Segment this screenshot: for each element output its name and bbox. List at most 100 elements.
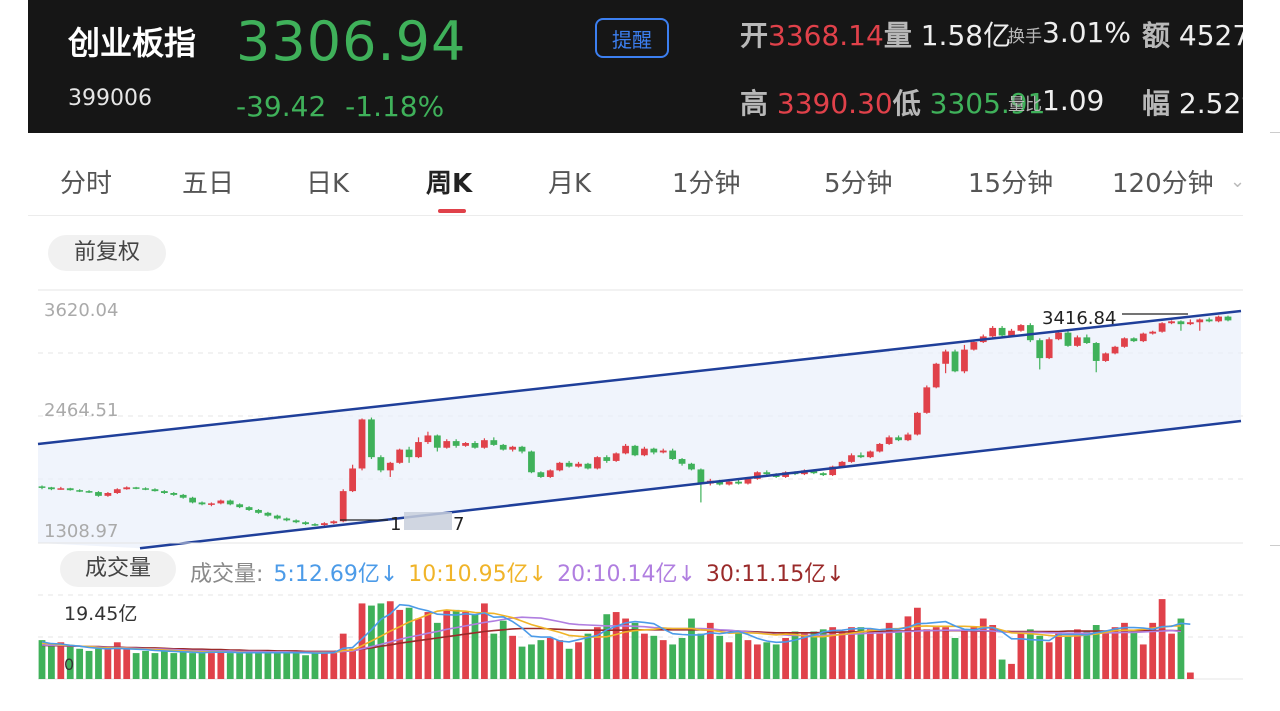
right-margin — [1243, 0, 1280, 711]
candle-body — [518, 446, 526, 452]
tab-1min[interactable]: 1分钟 — [672, 169, 741, 199]
volume-bar — [575, 642, 582, 679]
candle-body — [593, 457, 601, 469]
price-tick-bottom: 1308.97 — [44, 521, 118, 542]
candle-body — [810, 470, 818, 474]
volume-bar — [678, 637, 686, 679]
volume-bar — [829, 627, 837, 679]
candle-body — [932, 363, 940, 388]
tab-month-k[interactable]: 月K — [548, 169, 592, 199]
candle-body — [368, 419, 375, 458]
volume-bar — [189, 653, 196, 679]
volume-bar — [838, 631, 846, 679]
volume-bar — [236, 653, 244, 679]
high-annotation: 3416.84 — [1042, 308, 1116, 329]
volume-bar — [612, 612, 620, 679]
candle-body — [292, 520, 300, 523]
candle-body — [217, 500, 225, 504]
candle-body — [951, 351, 959, 372]
volume-bar — [481, 603, 488, 679]
candle-body — [1149, 331, 1157, 334]
left-margin — [0, 0, 28, 711]
volume-bar — [923, 629, 931, 679]
candle-body — [255, 509, 262, 513]
volume-bar — [763, 642, 771, 679]
volume-bar — [292, 650, 300, 679]
period-tabs: 分时 五日 日K 周K 月K 1分钟 5分钟 15分钟 120分钟 ⌄ — [28, 145, 1246, 216]
volume-bar — [490, 633, 498, 679]
candle-body — [415, 442, 422, 458]
volume-bar — [1055, 633, 1062, 679]
price-tick-top: 3620.04 — [44, 300, 118, 321]
candle-body — [95, 492, 102, 496]
ma10-line — [41, 609, 1181, 654]
volume-bar — [603, 614, 611, 679]
candle-body — [641, 448, 648, 456]
candle-body — [1102, 353, 1110, 361]
tab-week-k[interactable]: 周K — [426, 169, 473, 199]
candle-body — [819, 473, 827, 476]
volume-bar — [104, 648, 112, 679]
volume-bar — [1177, 618, 1185, 679]
volume-bar — [95, 648, 102, 679]
volume-bar — [782, 637, 789, 679]
candle-body — [509, 446, 517, 450]
candle-body — [716, 480, 724, 485]
tab-day-k[interactable]: 日K — [306, 169, 350, 199]
volume-bar — [443, 609, 451, 679]
volume-indicator-pill[interactable]: 成交量 — [60, 551, 176, 587]
candle-body — [650, 448, 658, 453]
tab-minute[interactable]: 分时 — [60, 169, 113, 199]
candle-body — [678, 459, 686, 464]
candle-body — [801, 470, 808, 475]
candle-body — [584, 463, 592, 469]
volume-bar — [1026, 629, 1034, 679]
volume-bar — [961, 629, 968, 679]
volume-bar — [791, 631, 799, 679]
candle-body — [622, 445, 629, 454]
candle-body — [659, 450, 667, 453]
volume-bar — [132, 653, 140, 679]
candle-body — [979, 336, 987, 343]
volume-bar — [819, 629, 827, 679]
volume-bar — [123, 648, 131, 679]
volume-bar — [1102, 631, 1110, 679]
volume-bar — [593, 627, 601, 679]
volume-ma-legend: 成交量: 5:12.69亿↓ 10:10.95亿↓ 20:10.14亿↓ 30:11.1… — [190, 556, 855, 588]
volume-bar — [1121, 622, 1128, 679]
tab-five-day[interactable]: 五日 — [182, 169, 235, 199]
volume-bar — [1064, 635, 1072, 679]
volume-bar — [857, 627, 865, 679]
volume-bar — [735, 631, 742, 679]
candle-body — [1017, 325, 1025, 331]
candle-body — [386, 462, 394, 471]
volume-tick-top: 19.45亿 — [64, 603, 137, 625]
volume-bar — [904, 616, 912, 679]
candle-body — [1196, 319, 1204, 323]
volume-bar — [913, 607, 921, 679]
volume-bar — [518, 646, 526, 679]
candle-body — [753, 472, 761, 479]
candle-body — [1205, 319, 1213, 322]
volume-bar — [48, 644, 55, 679]
stat-amplitude: 幅 2.52% — [1142, 87, 1243, 120]
candle-body — [913, 412, 921, 435]
tab-120min[interactable]: 120分钟 — [1112, 169, 1214, 199]
volume-bar — [951, 637, 959, 679]
volume-bar — [866, 629, 874, 679]
volume-bar — [895, 631, 902, 679]
candle-body — [612, 453, 620, 461]
alert-button[interactable]: 提醒 — [595, 18, 669, 58]
tab-5min[interactable]: 5分钟 — [824, 169, 893, 199]
candle-body — [273, 515, 281, 519]
adjust-mode-pill[interactable]: 前复权 — [48, 235, 166, 271]
candle-body — [85, 491, 93, 493]
volume-bar — [302, 655, 309, 679]
volume-bar — [1008, 663, 1015, 679]
tab-15min[interactable]: 15分钟 — [968, 169, 1054, 199]
volume-bar — [415, 618, 422, 679]
candle-body — [1083, 337, 1091, 344]
volume-bar — [716, 635, 724, 679]
chevron-down-icon[interactable]: ⌄ — [1230, 171, 1246, 192]
edge-mark — [1270, 132, 1280, 133]
